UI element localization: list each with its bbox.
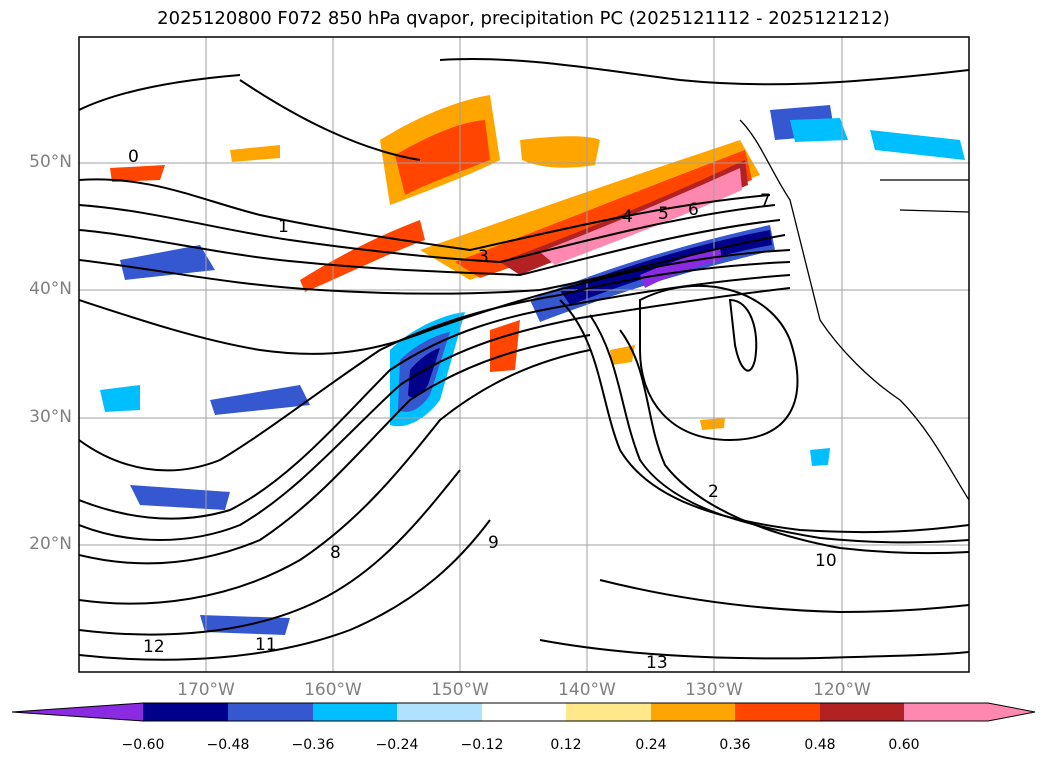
lon-label: 130°W (685, 680, 743, 700)
colorbar-swatch (566, 703, 651, 721)
colorbar-extend-min (12, 703, 143, 721)
contour-label: 0 (128, 147, 139, 167)
map-title: 2025120800 F072 850 hPa qvapor, precipit… (157, 8, 890, 29)
lat-label: 20°N (29, 534, 72, 554)
colorbar-tick-label: −0.24 (375, 737, 419, 753)
contour-label: 10 (815, 551, 837, 571)
contour-label: 4 (622, 207, 633, 227)
colorbar-tick-label: 0.36 (719, 737, 751, 753)
colorbar-swatch (313, 703, 397, 721)
colorbar-swatch (820, 703, 904, 721)
qvapor-contours (79, 58, 969, 661)
lon-label: 160°W (304, 680, 362, 700)
contour-label: 12 (143, 637, 165, 657)
contour-label: 9 (488, 533, 499, 553)
lon-label: 120°W (813, 680, 871, 700)
contour-label: 6 (688, 200, 699, 220)
colorbar-swatch (228, 703, 313, 721)
colorbar-outline (11, 702, 1036, 722)
map-frame (78, 36, 970, 673)
lon-label: 150°W (431, 680, 489, 700)
contour-label: 5 (658, 204, 669, 224)
contour-label: 2 (708, 482, 719, 502)
colorbar-tick-label: 0.12 (550, 737, 582, 753)
colorbar-swatch (904, 703, 988, 721)
colorbar-tick-label: 0.48 (804, 737, 836, 753)
contour-label: 1 (278, 217, 289, 237)
contour-label: 7 (760, 191, 771, 211)
colorbar-tick-label: −0.36 (291, 737, 335, 753)
colorbar-tick-label: −0.12 (460, 737, 504, 753)
colorbar-tick-label: 0.24 (635, 737, 667, 753)
lon-label: 170°W (177, 680, 235, 700)
colorbar-tick-label: 0.60 (888, 737, 920, 753)
colorbar-swatch (397, 703, 482, 721)
contour-label: 8 (330, 543, 341, 563)
contour-label: 13 (646, 653, 668, 673)
colorbar-swatch (482, 703, 566, 721)
colorbar-tick-label: −0.48 (206, 737, 250, 753)
lat-label: 50°N (29, 152, 72, 172)
colorbar-swatch (651, 703, 735, 721)
contour-label: 3 (478, 247, 489, 267)
contour-label: 11 (255, 635, 277, 655)
lon-label: 140°W (558, 680, 616, 700)
colorbar-swatch (735, 703, 820, 721)
colorbar-extend-max (988, 703, 1035, 721)
contour-label-group: 0 1 2 3 4 5 6 7 8 9 10 11 12 13 (128, 147, 837, 673)
coastline (739, 119, 969, 501)
colorbar-swatch (143, 703, 228, 721)
lat-label: 40°N (29, 279, 72, 299)
lat-label: 30°N (29, 407, 72, 427)
colorbar-tick-label: −0.60 (121, 737, 165, 753)
colorbar (11, 702, 1036, 722)
